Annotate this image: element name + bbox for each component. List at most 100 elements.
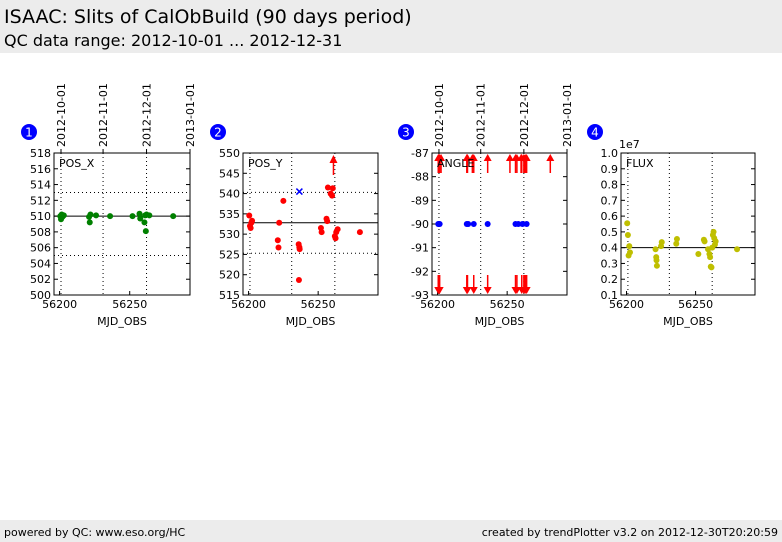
panel-4-data-point [712,238,719,245]
panel-1-data-point [129,213,136,220]
panel-3-data-point [484,221,491,227]
panel-3-limit-arrow-down [522,287,531,294]
panel-4-xtick-label: 56200 [609,298,644,311]
footer-credit: powered by QC: www.eso.org/HC [4,526,186,539]
panel-4-data-point [695,250,702,257]
panel-4-series-label: FLUX [626,157,654,170]
panel-4-data-point [708,264,715,271]
panel-4-data-point [653,257,660,264]
panel-4-data-point [626,249,633,256]
header-bar: ISAAC: Slits of CalObBuild (90 days peri… [0,0,782,53]
panel-3-data-point [465,221,472,227]
panel-3-badge [398,124,414,140]
panel-4-ytick-label: 0.9 [601,163,619,176]
panel-4-data-point [673,240,680,247]
panel-2-offscale-arrow [329,155,338,163]
panel-1-date-tick-label: 2012-10-01 [55,83,68,147]
panel-4-ytick-label: 0.6 [601,210,619,223]
panel-2-ytick-label: 530 [219,228,240,241]
panel-1-ytick-label: 518 [30,147,51,160]
panel-3-series-label: ANGLE [437,157,474,170]
panel-2-data-point [334,226,341,233]
panel-1-date-tick-label: 2013-01-01 [184,83,197,147]
panel-3-ytick-label: -88 [411,171,429,184]
panel-1-date-tick-label: 2012-11-01 [97,83,110,147]
panel-4-group [587,124,756,296]
panel-1-data-point [87,211,94,218]
page-subtitle: QC data range: 2012-10-01 ... 2012-12-31 [4,31,343,50]
panel-2-ytick-label: 535 [219,208,240,221]
panel-1-xtick-label: 56250 [112,298,147,311]
panel-2-xtick-label: 56250 [301,298,336,311]
panel-2-data-point [280,197,287,204]
panel-4-xlabel: MJD_OBS [663,315,713,328]
panel-4-data-point [707,254,714,261]
panel-1-badge-number: 1 [25,126,33,140]
panel-3-date-tick-label: 2012-11-01 [475,83,488,147]
panel-3-limit-arrow-up [505,154,514,161]
panel-4-ytick-label: 0.7 [601,194,619,207]
panel-2-data-point [249,217,256,224]
panel-4-ytick-label: 1.0 [601,147,619,160]
panel-3-xlabel: MJD_OBS [475,315,525,328]
panel-4-y-multiplier: 1e7 [619,138,640,151]
panel-2-frame [242,152,379,296]
panel-2-ytick-label: 520 [219,269,240,282]
panel-2-badge-number: 2 [214,126,222,140]
panel-3-limit-arrow-up [483,154,492,161]
panel-3-ytick-label: -91 [411,242,429,255]
panel-1-ytick-label: 506 [30,242,51,255]
panel-3-date-tick-label: 2012-10-01 [433,83,446,147]
panel-2-data-point [329,185,336,192]
panel-2-data-point [332,235,339,242]
panel-1-data-point [137,215,144,222]
panel-2-ytick-label: 550 [219,147,240,160]
panel-1-data-point [60,212,67,219]
panel-2-ytick-label: 540 [219,188,240,201]
panel-2-data-point [356,229,363,236]
panel-3-limit-arrow-up [546,154,555,161]
panel-1-ytick-label: 516 [30,163,51,176]
panel-1-data-point [86,219,93,226]
panel-3-data-point [436,221,443,227]
panel-4-ytick-label: 0.5 [601,226,619,239]
panel-2-ytick-label: 545 [219,167,240,180]
panel-4-data-point [652,246,659,253]
panel-4-data-point [710,228,717,235]
panel-3-data-point [470,221,477,227]
panel-1-ytick-label: 512 [30,194,51,207]
footer-bar: powered by QC: www.eso.org/HC created by… [0,520,782,542]
panel-4-data-point [734,246,741,253]
panel-1-badge [21,124,37,140]
panel-1-data-point [142,228,149,235]
panel-2-data-point [324,218,331,225]
footer-timestamp: created by trendPlotter v3.2 on 2012-12-… [481,526,778,539]
panel-4-data-point [673,235,680,242]
panel-4-data-point [658,239,665,246]
panel-3-limit-arrow-up [469,154,478,161]
panel-3-ytick-label: -89 [411,194,429,207]
panel-3-date-tick-label: 2012-12-01 [518,83,531,147]
panel-2-data-point [276,219,283,226]
panel-4-ytick-label: 0.2 [601,273,619,286]
panel-1-data-point [170,213,177,220]
page-title: ISAAC: Slits of CalObBuild (90 days peri… [4,6,412,28]
panel-2-data-point [295,276,302,283]
panel-3-data-point [523,221,530,227]
panel-1-data-point [136,210,143,217]
panel-2-badge [210,124,226,140]
panel-3-badge-number: 3 [402,126,410,140]
panel-1-data-point [107,213,114,220]
charts-canvas: 500 502 504 506 508 510 512 514 516 518 56200 56250… [21,83,756,328]
panel-4-ytick-label: 0.3 [601,257,619,270]
panel-2-xtick-label: 56200 [231,298,266,311]
panel-1-xlabel: MJD_OBS [97,315,147,328]
panel-2-data-point [296,246,303,253]
panel-3-limit-arrow-up [522,154,531,161]
panel-2-data-point [275,244,282,251]
panel-4-xtick-label: 56250 [678,298,713,311]
panel-1-group [21,124,191,296]
panel-1-data-point [141,219,148,226]
panel-3-limit-arrow-down [435,287,444,294]
panel-2-ytick-label: 525 [219,248,240,261]
